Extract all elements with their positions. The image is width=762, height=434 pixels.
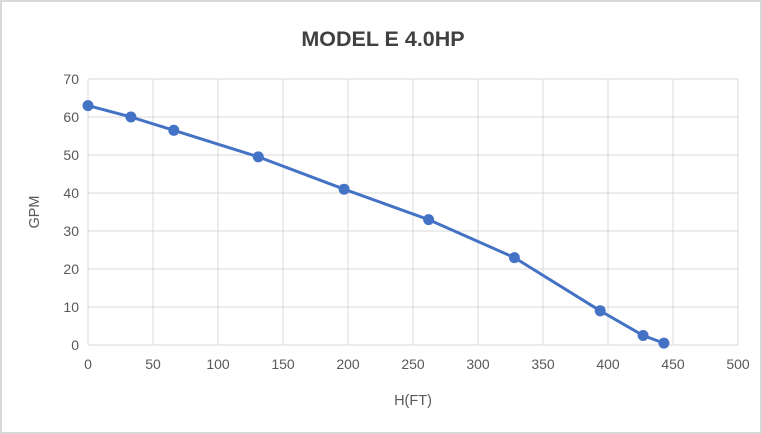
- y-tick-label: 30: [63, 223, 79, 239]
- chart-title: MODEL E 4.0HP: [301, 27, 464, 51]
- x-tick-label: 450: [661, 356, 685, 372]
- data-series-line: [86, 104, 666, 345]
- x-tick-label: 350: [531, 356, 555, 372]
- x-tick-label: 0: [84, 356, 92, 372]
- y-tick-label: 60: [63, 109, 79, 125]
- x-tick-label: 500: [726, 356, 750, 372]
- x-axis-title: H(FT): [394, 393, 432, 409]
- data-point-marker: [82, 100, 94, 112]
- gridlines: [87, 78, 739, 346]
- x-tick-label: 250: [401, 356, 425, 372]
- y-tick-label: 50: [63, 147, 79, 163]
- y-tick-label: 20: [63, 261, 79, 277]
- x-tick-label: 100: [206, 356, 230, 372]
- x-tick-label: 200: [336, 356, 360, 372]
- data-point-marker: [594, 305, 606, 317]
- data-point-marker: [252, 151, 264, 163]
- y-tick-label: 0: [71, 337, 79, 353]
- x-tick-label: 50: [145, 356, 161, 372]
- x-tick-label: 300: [466, 356, 490, 372]
- data-series: [82, 100, 670, 349]
- data-point-marker: [637, 330, 649, 341]
- x-tick-label: 400: [596, 356, 620, 372]
- y-tick-label: 40: [63, 185, 79, 201]
- data-point-marker: [168, 124, 180, 136]
- data-point-marker: [125, 111, 137, 123]
- data-point-marker: [338, 183, 350, 195]
- data-point-marker: [508, 252, 520, 264]
- data-point-marker: [658, 337, 670, 349]
- x-axis-tick-labels: 0 50 100 150 200 250 300 350 400 450 500: [84, 356, 750, 372]
- y-axis-tick-labels: 0 10 20 30 40 50 60 70: [63, 71, 79, 353]
- y-tick-label: 10: [63, 299, 79, 315]
- y-axis-title: GPM: [27, 195, 43, 228]
- data-point-marker: [423, 214, 435, 226]
- x-tick-label: 150: [271, 356, 295, 372]
- y-tick-label: 70: [63, 71, 79, 87]
